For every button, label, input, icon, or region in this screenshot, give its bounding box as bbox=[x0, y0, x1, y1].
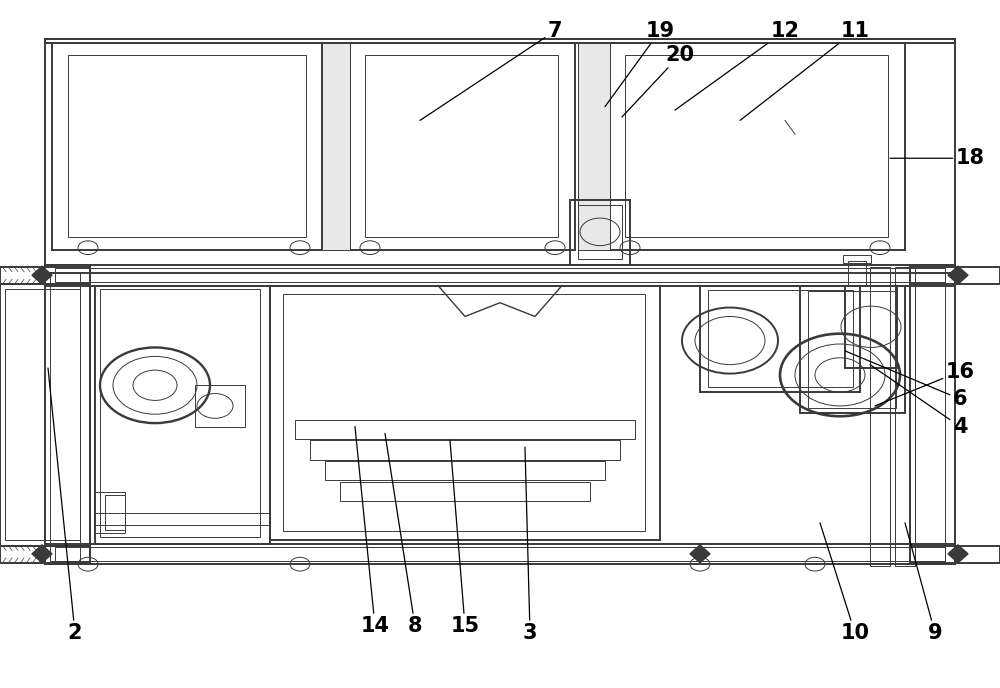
Bar bbox=[800, 286, 905, 413]
Bar bbox=[45, 39, 955, 43]
Bar bbox=[55, 268, 945, 282]
Text: 9: 9 bbox=[905, 523, 942, 643]
Text: 20: 20 bbox=[622, 45, 694, 117]
Bar bbox=[5, 289, 80, 540]
Bar bbox=[100, 289, 260, 537]
Bar bbox=[910, 265, 955, 564]
Bar bbox=[55, 547, 945, 561]
Bar bbox=[50, 272, 80, 561]
Text: 19: 19 bbox=[605, 21, 675, 107]
Polygon shape bbox=[690, 545, 710, 563]
Bar bbox=[0, 284, 90, 546]
Text: 2: 2 bbox=[48, 368, 82, 643]
Bar bbox=[295, 420, 635, 439]
Bar bbox=[45, 39, 955, 273]
Text: 3: 3 bbox=[523, 447, 537, 643]
Bar bbox=[322, 43, 350, 250]
Bar bbox=[910, 267, 1000, 284]
Text: 15: 15 bbox=[450, 440, 480, 636]
Polygon shape bbox=[32, 266, 52, 284]
Bar bbox=[0, 546, 90, 563]
Bar bbox=[848, 261, 866, 286]
Bar bbox=[45, 265, 90, 564]
Bar bbox=[52, 43, 322, 250]
Bar bbox=[843, 255, 871, 263]
Bar bbox=[365, 55, 558, 237]
Polygon shape bbox=[948, 545, 968, 563]
Polygon shape bbox=[948, 266, 968, 284]
Bar bbox=[45, 265, 955, 286]
Bar bbox=[283, 294, 645, 531]
Bar bbox=[68, 55, 306, 237]
Bar bbox=[95, 492, 125, 533]
Bar bbox=[340, 482, 590, 501]
Bar bbox=[350, 43, 575, 250]
Text: 7: 7 bbox=[420, 21, 562, 120]
Bar bbox=[910, 546, 1000, 563]
Bar bbox=[270, 286, 660, 540]
Bar bbox=[325, 461, 605, 480]
Text: 11: 11 bbox=[740, 21, 870, 120]
Bar bbox=[45, 544, 955, 564]
Bar bbox=[105, 495, 125, 530]
Text: 12: 12 bbox=[675, 21, 800, 110]
Bar bbox=[625, 55, 888, 237]
Bar bbox=[845, 286, 897, 368]
Text: 16: 16 bbox=[875, 361, 974, 406]
Bar bbox=[870, 267, 890, 566]
Bar bbox=[708, 290, 853, 387]
Bar bbox=[195, 385, 245, 427]
Bar bbox=[95, 513, 270, 525]
Bar bbox=[915, 272, 945, 561]
Bar bbox=[310, 440, 620, 460]
Bar bbox=[895, 267, 915, 566]
Text: 14: 14 bbox=[355, 427, 390, 636]
Bar bbox=[808, 291, 896, 408]
Bar bbox=[578, 43, 610, 250]
Bar bbox=[570, 200, 630, 265]
Polygon shape bbox=[32, 545, 52, 563]
Text: 4: 4 bbox=[870, 365, 967, 437]
Text: 18: 18 bbox=[890, 148, 984, 169]
Text: 10: 10 bbox=[820, 523, 870, 643]
Bar bbox=[0, 267, 90, 284]
Bar bbox=[700, 286, 860, 392]
Text: 8: 8 bbox=[385, 433, 422, 636]
Bar bbox=[578, 205, 622, 259]
Bar bbox=[610, 43, 905, 250]
Text: 6: 6 bbox=[845, 351, 967, 409]
Bar bbox=[95, 286, 270, 544]
